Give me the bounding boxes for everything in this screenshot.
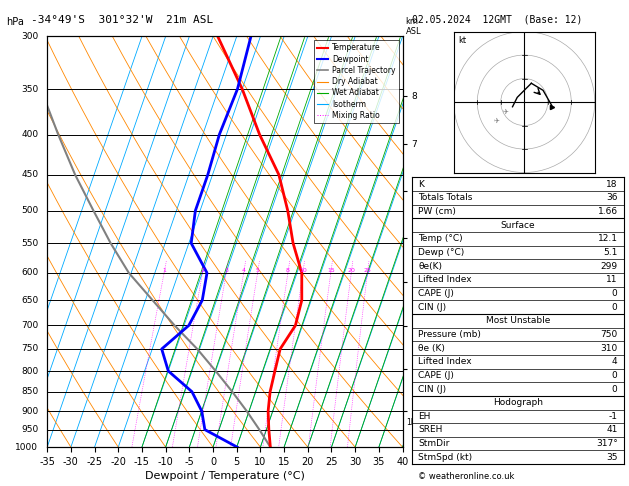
Text: 1LCL: 1LCL (406, 418, 425, 427)
Text: 12.1: 12.1 (598, 234, 618, 243)
Text: 35: 35 (606, 453, 618, 462)
Text: 700: 700 (21, 321, 38, 330)
Text: 10: 10 (299, 268, 307, 273)
Text: 600: 600 (21, 268, 38, 278)
Text: θe(K): θe(K) (418, 261, 442, 271)
Text: 750: 750 (600, 330, 618, 339)
Text: Pressure (mb): Pressure (mb) (418, 330, 481, 339)
Text: EH: EH (418, 412, 431, 421)
Text: 350: 350 (21, 85, 38, 93)
Text: θe (K): θe (K) (418, 344, 445, 352)
Text: CIN (J): CIN (J) (418, 303, 447, 312)
Text: Totals Totals: Totals Totals (418, 193, 473, 202)
Text: 1: 1 (162, 268, 166, 273)
Text: 450: 450 (21, 170, 38, 179)
Text: 650: 650 (21, 295, 38, 305)
Text: 0: 0 (612, 384, 618, 394)
Y-axis label: Mixing Ratio (g/kg): Mixing Ratio (g/kg) (422, 199, 431, 285)
Text: 18: 18 (606, 180, 618, 189)
Text: 25: 25 (364, 268, 372, 273)
Text: 750: 750 (21, 345, 38, 353)
Text: 550: 550 (21, 239, 38, 248)
Text: 20: 20 (347, 268, 355, 273)
Text: 0: 0 (612, 303, 618, 312)
Text: Surface: Surface (501, 221, 535, 230)
Text: 317°: 317° (596, 439, 618, 448)
Text: CIN (J): CIN (J) (418, 384, 447, 394)
Text: 1000: 1000 (15, 443, 38, 451)
Text: CAPE (J): CAPE (J) (418, 289, 454, 298)
Text: StmSpd (kt): StmSpd (kt) (418, 453, 472, 462)
Text: 2: 2 (201, 268, 204, 273)
Text: 900: 900 (21, 407, 38, 416)
Text: -34°49'S  301°32'W  21m ASL: -34°49'S 301°32'W 21m ASL (31, 15, 214, 25)
Text: 5.1: 5.1 (603, 248, 618, 257)
Text: 850: 850 (21, 387, 38, 396)
Text: SREH: SREH (418, 426, 443, 434)
Text: Temp (°C): Temp (°C) (418, 234, 463, 243)
Text: ✈: ✈ (493, 118, 499, 124)
Text: 310: 310 (600, 344, 618, 352)
Text: hPa: hPa (6, 17, 24, 27)
Text: 3: 3 (224, 268, 228, 273)
Text: -1: -1 (609, 412, 618, 421)
Text: Lifted Index: Lifted Index (418, 275, 472, 284)
Text: 300: 300 (21, 32, 38, 41)
Text: CAPE (J): CAPE (J) (418, 371, 454, 380)
Text: Dewp (°C): Dewp (°C) (418, 248, 465, 257)
Text: 500: 500 (21, 206, 38, 215)
Text: 36: 36 (606, 193, 618, 202)
Legend: Temperature, Dewpoint, Parcel Trajectory, Dry Adiabat, Wet Adiabat, Isotherm, Mi: Temperature, Dewpoint, Parcel Trajectory… (314, 40, 399, 123)
Text: 5: 5 (255, 268, 260, 273)
Text: 950: 950 (21, 425, 38, 434)
Text: 11: 11 (606, 275, 618, 284)
X-axis label: Dewpoint / Temperature (°C): Dewpoint / Temperature (°C) (145, 471, 305, 481)
Text: 0: 0 (612, 289, 618, 298)
Text: StmDir: StmDir (418, 439, 450, 448)
Text: 4: 4 (242, 268, 246, 273)
Text: Hodograph: Hodograph (493, 398, 543, 407)
Text: 4: 4 (612, 357, 618, 366)
Text: 400: 400 (21, 130, 38, 139)
Text: 8: 8 (286, 268, 290, 273)
Text: 41: 41 (606, 426, 618, 434)
Text: © weatheronline.co.uk: © weatheronline.co.uk (418, 472, 515, 481)
Text: 800: 800 (21, 366, 38, 376)
Text: K: K (418, 180, 424, 189)
Text: Most Unstable: Most Unstable (486, 316, 550, 325)
Text: km
ASL: km ASL (406, 17, 421, 36)
Text: 0: 0 (612, 371, 618, 380)
Text: PW (cm): PW (cm) (418, 207, 456, 216)
Text: 1.66: 1.66 (598, 207, 618, 216)
Text: 02.05.2024  12GMT  (Base: 12): 02.05.2024 12GMT (Base: 12) (412, 15, 582, 25)
Text: ✈: ✈ (503, 108, 508, 115)
Text: Lifted Index: Lifted Index (418, 357, 472, 366)
Text: kt: kt (459, 36, 467, 45)
Text: 299: 299 (601, 261, 618, 271)
Text: 15: 15 (327, 268, 335, 273)
